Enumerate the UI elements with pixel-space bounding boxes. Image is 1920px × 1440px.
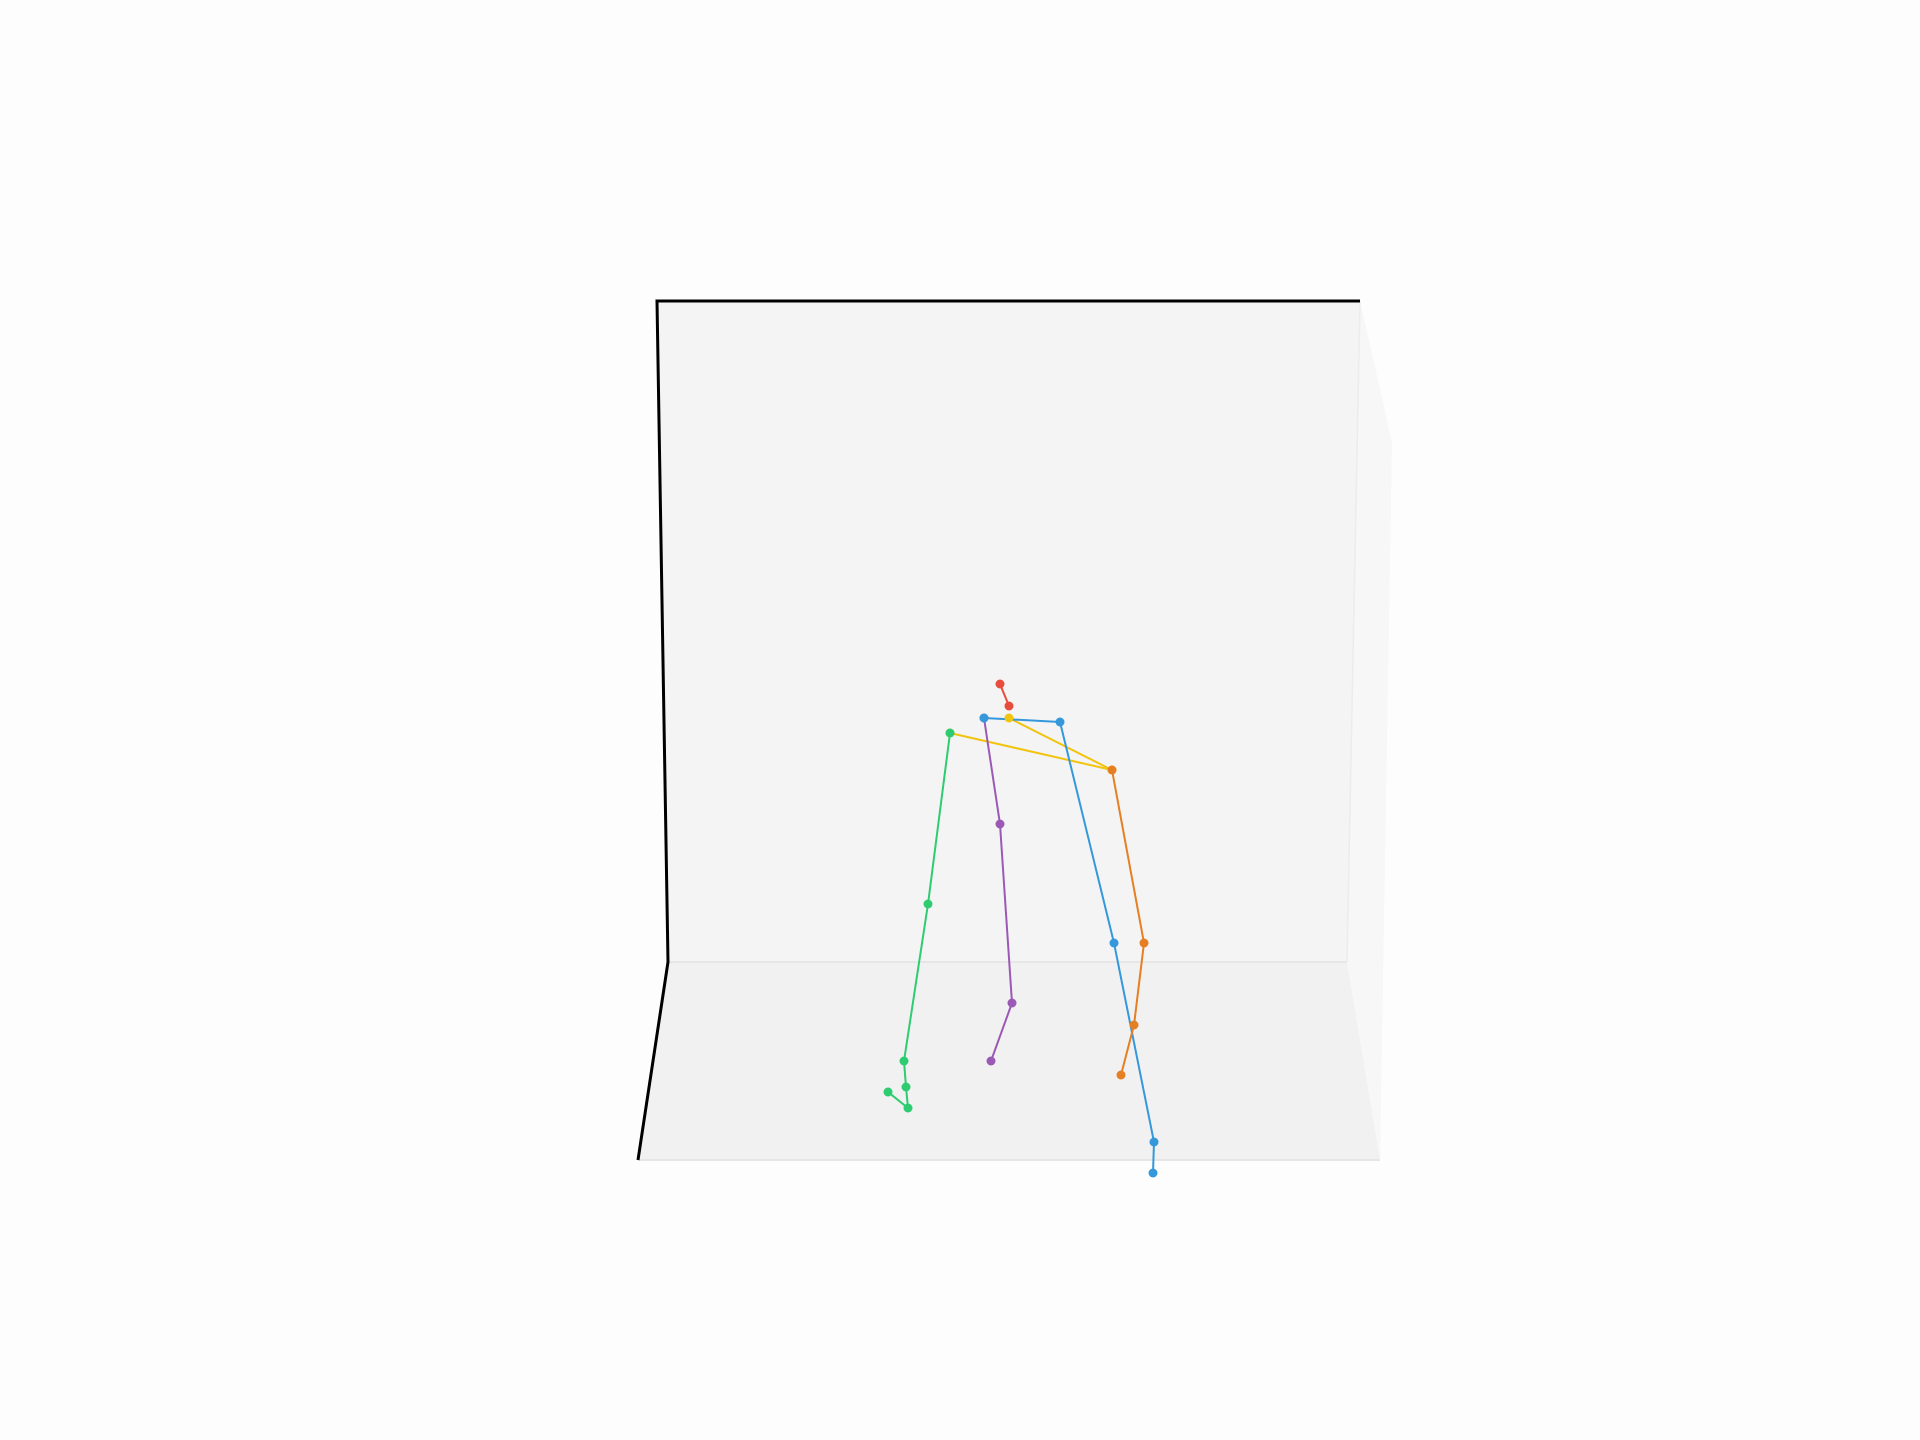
- joint-pelvis-right-leg-3: [1149, 1137, 1159, 1147]
- back-wall-pane: [657, 301, 1360, 962]
- bone-spine-left-leg-1: [999, 823, 1013, 1004]
- bone-left-arm-2: [1120, 1024, 1135, 1076]
- joint-left-arm-3: [1116, 1070, 1126, 1080]
- bone-spine-left-leg-2: [990, 1002, 1013, 1062]
- joint-torso-shoulders-0: [1004, 713, 1014, 723]
- joint-right-arm-5: [883, 1087, 893, 1097]
- joint-spine-left-leg-3: [986, 1056, 996, 1066]
- joint-right-arm-0: [945, 728, 955, 738]
- bone-spine-left-leg-0: [983, 717, 1001, 825]
- bone-pelvis-right-leg-2: [1113, 942, 1155, 1143]
- bone-pelvis-right-leg-3: [1152, 1141, 1155, 1174]
- joint-pelvis-right-leg-4: [1148, 1168, 1158, 1178]
- bone-pelvis-right-leg-1: [1059, 721, 1115, 944]
- axis-frame-line: [636, 299, 1360, 1161]
- joint-right-arm-3: [901, 1082, 911, 1092]
- joint-right-arm-1: [923, 899, 933, 909]
- bone-torso-shoulders-1: [949, 732, 1113, 771]
- joint-spine-left-leg-2: [1007, 998, 1017, 1008]
- joint-left-arm-1: [1139, 938, 1149, 948]
- joint-head-0: [995, 679, 1005, 689]
- joint-right-arm-4: [903, 1103, 913, 1113]
- bone-left-arm-0: [1111, 769, 1145, 944]
- joint-head-1: [1004, 701, 1014, 711]
- side-wall-pane: [1347, 301, 1392, 1160]
- bone-torso-shoulders-0: [1008, 717, 1113, 771]
- joint-right-arm-2: [899, 1056, 909, 1066]
- bone-pelvis-right-leg-0: [983, 717, 1061, 723]
- joint-pelvis-right-leg-2: [1109, 938, 1119, 948]
- joint-left-arm-2: [1129, 1020, 1139, 1030]
- joint-pelvis-right-leg-1: [1055, 717, 1065, 727]
- bone-right-arm-1: [903, 903, 929, 1062]
- floor-pane: [638, 962, 1380, 1160]
- joint-spine-left-leg-1: [995, 819, 1005, 829]
- bone-right-arm-0: [927, 732, 951, 905]
- skeleton-figure: [883, 679, 1159, 1178]
- joint-pelvis-right-leg-0: [979, 713, 989, 723]
- joint-left-arm-0: [1107, 765, 1117, 775]
- side-wall-edge: [1346, 300, 1361, 963]
- bone-left-arm-1: [1133, 942, 1145, 1026]
